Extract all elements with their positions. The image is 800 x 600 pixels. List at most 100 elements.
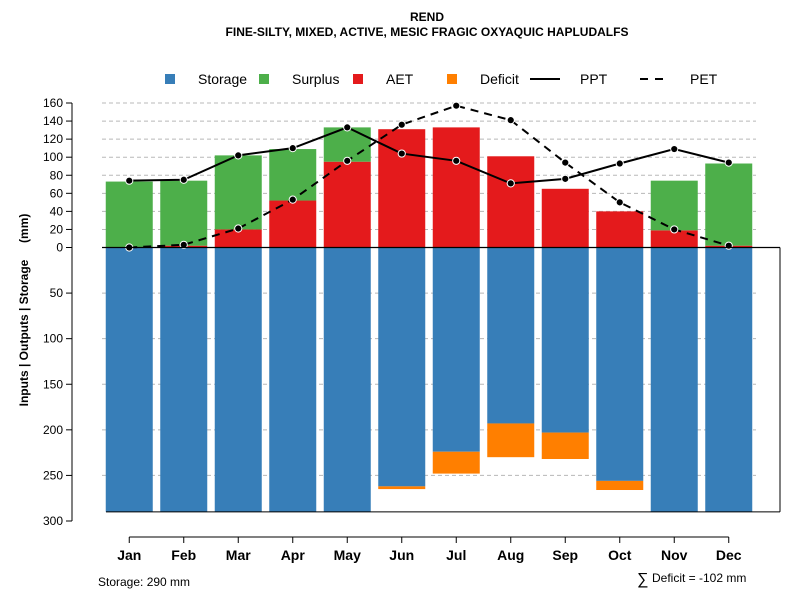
storage-footer: Storage: 290 mm <box>98 575 190 589</box>
point-pet-jun <box>397 120 406 129</box>
point-pet-sep <box>561 158 570 167</box>
y-tick-label: 300 <box>43 514 63 528</box>
y-tick-label: 0 <box>56 241 63 255</box>
bar-deficit-jul <box>432 451 480 474</box>
point-ppt-apr <box>288 144 297 153</box>
point-ppt-dec <box>724 158 733 167</box>
bar-aet-may <box>323 161 371 248</box>
point-ppt-oct <box>615 159 624 168</box>
legend-label-pet: PET <box>690 71 718 87</box>
bar-storage-sep <box>541 247 589 433</box>
y-tick-label: 100 <box>43 332 63 346</box>
legend-swatch-surplus <box>259 74 269 84</box>
bar-aet-mar <box>214 229 262 248</box>
point-pet-feb <box>179 240 188 249</box>
bar-surplus-apr <box>269 149 317 201</box>
y-tick-label: 80 <box>50 168 64 182</box>
bar-surplus-mar <box>214 155 262 230</box>
y-tick-label: 60 <box>50 186 64 200</box>
legend-label-ppt: PPT <box>580 71 608 87</box>
y-tick-label: 50 <box>50 286 64 300</box>
y-tick-label: 20 <box>50 222 64 236</box>
bar-surplus-jan <box>105 181 153 248</box>
bar-storage-nov <box>650 247 698 512</box>
point-ppt-jun <box>397 149 406 158</box>
chart-title: REND <box>410 10 444 24</box>
bar-deficit-sep <box>541 432 589 460</box>
bar-surplus-feb <box>160 180 208 246</box>
bar-aet-jul <box>432 127 480 248</box>
bar-storage-jul <box>432 247 480 452</box>
bar-aet-nov <box>650 230 698 248</box>
point-pet-mar <box>234 224 243 233</box>
y-tick-label: 160 <box>43 96 63 110</box>
legend-swatch-aet <box>353 74 363 84</box>
y-tick-label: 40 <box>50 204 64 218</box>
bar-storage-apr <box>269 247 317 512</box>
point-ppt-aug <box>506 179 515 188</box>
x-tick-label-nov: Nov <box>661 547 688 563</box>
grid-lines <box>102 102 756 476</box>
legend-swatch-storage <box>165 74 175 84</box>
bar-storage-jan <box>105 247 153 512</box>
point-pet-oct <box>615 198 624 207</box>
line-pet <box>129 104 730 249</box>
legend-label-deficit: Deficit <box>480 71 519 87</box>
point-ppt-mar <box>234 151 243 160</box>
y-tick-label: 250 <box>43 468 63 482</box>
legend: Storage Surplus AET Deficit PPT PET <box>165 71 718 87</box>
x-tick-label-feb: Feb <box>171 547 196 563</box>
deficit-footer: Deficit = -102 mm <box>652 571 746 585</box>
bar-storage-oct <box>596 247 644 481</box>
bar-deficit-oct <box>596 480 644 491</box>
legend-swatch-deficit <box>447 74 457 84</box>
bar-storage-dec <box>705 247 753 512</box>
bar-deficit-aug <box>487 423 535 458</box>
x-tick-label-apr: Apr <box>281 547 306 563</box>
line-ppt <box>129 126 729 185</box>
y-tick-label: 150 <box>43 377 63 391</box>
bar-storage-jun <box>378 247 426 487</box>
x-tick-label-jul: Jul <box>446 547 466 563</box>
legend-label-surplus: Surplus <box>292 71 339 87</box>
point-ppt-nov <box>670 144 679 154</box>
bar-storage-aug <box>487 247 535 424</box>
point-pet-jul <box>452 101 461 110</box>
y-tick-label: 120 <box>43 132 63 146</box>
x-tick-label-oct: Oct <box>608 547 632 563</box>
y-tick-label: 200 <box>43 423 63 437</box>
point-pet-nov <box>670 225 679 234</box>
y-tick-label: 100 <box>43 150 63 164</box>
x-tick-label-aug: Aug <box>497 547 524 563</box>
bar-aet-jun <box>378 129 426 248</box>
bar-surplus-dec <box>705 163 753 246</box>
bar-aet-aug <box>487 156 535 248</box>
bar-aet-sep <box>541 188 589 248</box>
point-pet-dec <box>724 241 733 250</box>
x-tick-label-mar: Mar <box>226 547 251 563</box>
point-pet-may <box>343 156 352 165</box>
axes: 16014012010080604020050100150200250300Ja… <box>43 96 781 563</box>
x-tick-label-sep: Sep <box>552 547 578 563</box>
bar-surplus-nov <box>650 180 698 231</box>
bar-deficit-jun <box>378 486 426 490</box>
point-ppt-may <box>343 123 352 132</box>
bar-storage-mar <box>214 247 262 512</box>
x-tick-label-jun: Jun <box>389 547 414 563</box>
bar-storage-may <box>323 247 371 512</box>
point-ppt-feb <box>179 175 188 184</box>
series-lines <box>125 101 733 252</box>
x-tick-label-may: May <box>334 547 361 563</box>
x-tick-label-dec: Dec <box>716 547 742 563</box>
bars <box>105 127 753 512</box>
legend-label-storage: Storage <box>198 71 247 87</box>
x-tick-label-jan: Jan <box>117 547 141 563</box>
point-ppt-jul <box>452 156 461 165</box>
bar-aet-oct <box>596 211 644 248</box>
bar-surplus-may <box>323 127 371 162</box>
bar-storage-feb <box>160 247 208 512</box>
point-pet-apr <box>288 195 297 204</box>
y-axis-label: Inputs | Outputs | Storage (mm) <box>17 214 31 407</box>
point-ppt-sep <box>561 174 570 183</box>
